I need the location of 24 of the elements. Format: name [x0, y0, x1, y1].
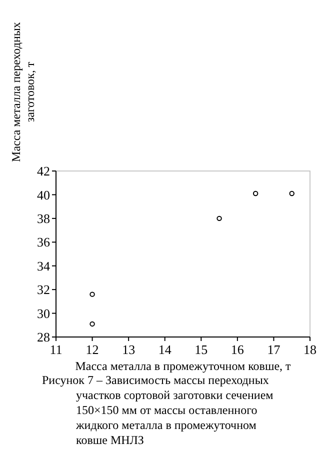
x-tick-label: 16	[230, 342, 244, 357]
y-tick-label: 40	[37, 187, 50, 202]
x-tick-label: 11	[50, 342, 62, 357]
y-tick-label: 30	[37, 306, 50, 321]
x-tick-label: 18	[304, 342, 316, 357]
y-tick-label: 34	[37, 258, 50, 274]
y-tick-label: 36	[37, 234, 50, 250]
point	[289, 190, 294, 196]
x-tick-label: 17	[267, 342, 281, 357]
y-tick-label: 38	[37, 210, 50, 226]
point	[90, 321, 95, 327]
x-tick-label: 13	[122, 342, 136, 357]
text: Рисунок 7 – Зависимость массы переходных участков сортовой заготовки сечением 150×150 мм от массы оставленного жидкого металла в промежуточном ковше МНЛЗ	[42, 373, 274, 447]
y-axis-title: Масса металла переходных заготовок, т	[9, 22, 37, 162]
x-tick-label: 15	[194, 342, 208, 357]
point	[252, 190, 258, 196]
x-tick-label: 12	[86, 342, 99, 357]
x-axis-title: Масса металла в промежуточном ковше, т	[75, 359, 292, 373]
y-tick-label: 28	[37, 330, 50, 345]
x-tick-label: 14	[158, 342, 172, 357]
point	[216, 216, 222, 222]
y-tick-label: 42	[37, 164, 50, 179]
point	[90, 292, 95, 297]
y-tick-label: 32	[37, 282, 50, 298]
